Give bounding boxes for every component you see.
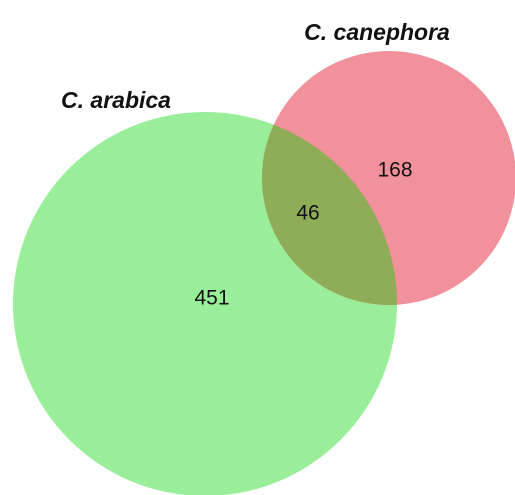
- set-count: 168: [377, 159, 412, 182]
- set-label: C. canephora: [304, 19, 450, 45]
- set-label: C. arabica: [61, 87, 171, 113]
- set-count: 451: [194, 287, 229, 310]
- intersection-count: 46: [296, 202, 319, 225]
